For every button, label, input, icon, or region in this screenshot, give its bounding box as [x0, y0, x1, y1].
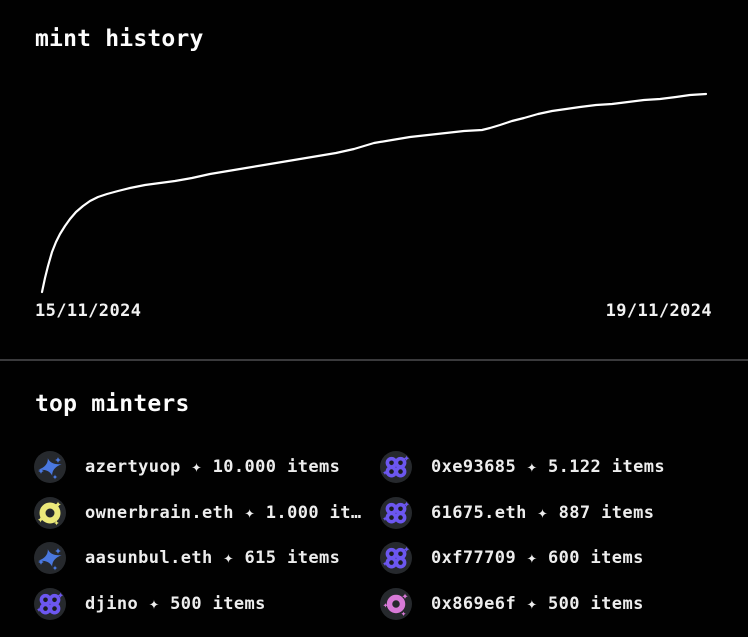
sparkle-blue-icon [34, 542, 66, 574]
sparkle-separator-icon: ✦ [138, 593, 171, 614]
clover-purple-icon [380, 496, 412, 529]
minter-label: 61675.eth ✦ 887 items [431, 503, 654, 523]
section-divider [0, 359, 748, 361]
minter-label: 0x869e6f ✦ 500 items [431, 594, 644, 614]
mint-history-title: mint history [35, 26, 204, 52]
minter-items-count: 1.000 it… [265, 502, 362, 523]
donut-pink-icon [380, 587, 412, 620]
minter-label: 0xf77709 ✦ 600 items [431, 548, 644, 568]
minter-name: 0x869e6f [431, 593, 517, 614]
minter-label: ownerbrain.eth ✦ 1.000 it… [85, 503, 362, 523]
chart-start-date: 15/11/2024 [35, 301, 142, 321]
minter-name: djino [85, 593, 139, 614]
minter-row[interactable]: 0x869e6f ✦ 500 items [380, 587, 734, 620]
minter-row[interactable]: azertyuop ✦ 10.000 items [34, 451, 380, 483]
sparkle-separator-icon: ✦ [180, 457, 213, 477]
donut-yellow-icon [34, 496, 66, 529]
minter-row[interactable]: djino ✦ 500 items [34, 587, 380, 620]
minter-items-count: 600 items [548, 548, 644, 568]
minter-name: 0xf77709 [431, 548, 517, 568]
top-minters-list: azertyuop ✦ 10.000 items ownerbrain.eth … [34, 451, 734, 620]
mint-history-chart [40, 92, 708, 294]
minter-row[interactable]: 61675.eth ✦ 887 items [380, 496, 734, 529]
minter-name: ownerbrain.eth [85, 502, 234, 523]
minter-name: azertyuop [85, 457, 181, 477]
minter-items-count: 5.122 items [548, 457, 665, 477]
minter-name: 0xe93685 [431, 457, 517, 477]
mint-history-line [40, 92, 708, 294]
chart-end-date: 19/11/2024 [605, 301, 712, 321]
minter-items-count: 500 items [170, 593, 266, 614]
chart-x-axis: 15/11/2024 19/11/2024 [35, 301, 712, 321]
minter-label: djino ✦ 500 items [85, 594, 266, 614]
minter-label: aasunbul.eth ✦ 615 items [85, 548, 340, 568]
sparkle-separator-icon: ✦ [516, 457, 548, 477]
minter-name: 61675.eth [431, 502, 527, 523]
minter-name: aasunbul.eth [85, 548, 213, 568]
minter-row[interactable]: ownerbrain.eth ✦ 1.000 it… [34, 496, 380, 529]
minter-row[interactable]: aasunbul.eth ✦ 615 items [34, 542, 380, 574]
clover-purple-icon [34, 587, 66, 620]
sparkle-blue-icon [34, 451, 66, 483]
sparkle-separator-icon: ✦ [516, 548, 548, 568]
clover-purple-icon [380, 542, 412, 574]
clover-purple-icon [380, 451, 412, 483]
minter-items-count: 500 items [548, 593, 644, 614]
minter-items-count: 887 items [558, 502, 655, 523]
sparkle-separator-icon: ✦ [516, 593, 548, 614]
minter-label: azertyuop ✦ 10.000 items [85, 457, 340, 477]
sparkle-separator-icon: ✦ [233, 502, 266, 523]
sparkle-separator-icon: ✦ [212, 548, 245, 568]
minter-row[interactable]: 0xe93685 ✦ 5.122 items [380, 451, 734, 483]
minter-row[interactable]: 0xf77709 ✦ 600 items [380, 542, 734, 574]
sparkle-separator-icon: ✦ [526, 502, 559, 523]
minter-items-count: 615 items [244, 548, 341, 568]
minter-items-count: 10.000 items [212, 457, 341, 477]
top-minters-title: top minters [35, 391, 190, 417]
minter-label: 0xe93685 ✦ 5.122 items [431, 457, 665, 477]
